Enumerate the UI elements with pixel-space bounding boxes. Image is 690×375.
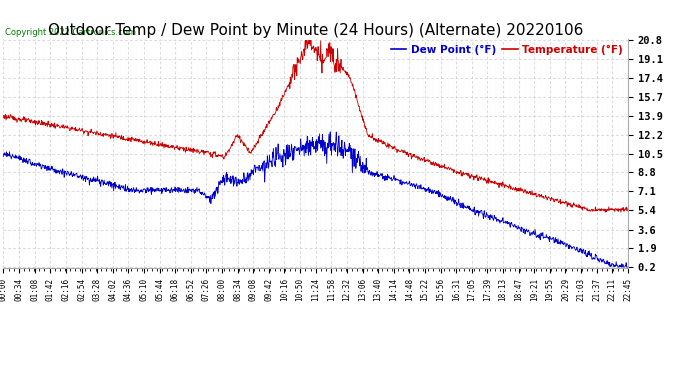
- Title: Outdoor Temp / Dew Point by Minute (24 Hours) (Alternate) 20220106: Outdoor Temp / Dew Point by Minute (24 H…: [48, 23, 583, 38]
- Legend: Dew Point (°F), Temperature (°F): Dew Point (°F), Temperature (°F): [386, 40, 627, 59]
- Text: Copyright 2022 Cartronics.com: Copyright 2022 Cartronics.com: [5, 28, 136, 37]
